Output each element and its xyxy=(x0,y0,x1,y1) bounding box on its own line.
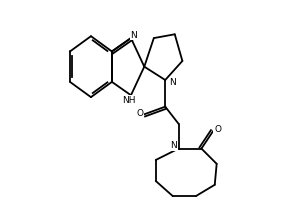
Text: N: N xyxy=(170,141,177,150)
Text: O: O xyxy=(214,125,221,134)
Text: NH: NH xyxy=(122,96,136,105)
Text: N: N xyxy=(130,31,137,40)
Text: O: O xyxy=(136,109,143,118)
Text: N: N xyxy=(169,78,176,87)
